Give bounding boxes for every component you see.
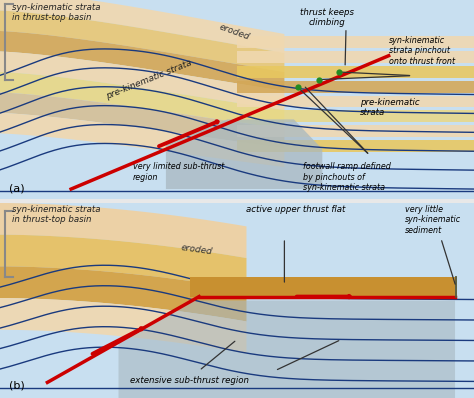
Polygon shape	[190, 277, 455, 297]
Polygon shape	[0, 0, 284, 53]
Polygon shape	[0, 235, 246, 290]
Polygon shape	[237, 66, 474, 78]
Polygon shape	[0, 72, 284, 129]
Text: eroded: eroded	[180, 243, 213, 256]
Polygon shape	[0, 10, 284, 72]
Polygon shape	[0, 298, 246, 353]
Text: very little
syn-kinematic
sediment: very little syn-kinematic sediment	[405, 205, 461, 235]
Text: eroded: eroded	[218, 22, 251, 41]
Polygon shape	[237, 80, 474, 93]
Polygon shape	[0, 51, 284, 110]
Polygon shape	[237, 110, 474, 123]
Polygon shape	[237, 96, 474, 107]
Polygon shape	[0, 92, 284, 148]
Polygon shape	[237, 125, 474, 137]
Polygon shape	[0, 203, 474, 398]
Text: syn-kinematic strata
in thrust-top basin: syn-kinematic strata in thrust-top basin	[12, 205, 100, 224]
Polygon shape	[237, 51, 474, 62]
Text: (b): (b)	[9, 380, 24, 390]
Polygon shape	[166, 119, 322, 189]
Text: (a): (a)	[9, 183, 24, 193]
Polygon shape	[0, 203, 246, 258]
Text: footwall ramp defined
by pinchouts of
syn-kinematic strata: footwall ramp defined by pinchouts of sy…	[303, 162, 391, 192]
Polygon shape	[0, 113, 284, 167]
Polygon shape	[0, 0, 474, 199]
Text: extensive sub-thrust region: extensive sub-thrust region	[130, 376, 249, 384]
Text: thrust keeps
climbing: thrust keeps climbing	[300, 8, 354, 27]
Text: pre-kinematic strata: pre-kinematic strata	[104, 58, 193, 101]
Polygon shape	[237, 36, 474, 48]
Text: active upper thrust flat: active upper thrust flat	[246, 205, 346, 214]
Polygon shape	[118, 300, 455, 398]
Polygon shape	[237, 140, 474, 152]
Text: syn-kinematic strata
in thrust-top basin: syn-kinematic strata in thrust-top basin	[12, 3, 100, 22]
Text: very limited sub-thrust
region: very limited sub-thrust region	[133, 162, 224, 181]
Text: pre-kinematic
strata: pre-kinematic strata	[360, 98, 420, 117]
Polygon shape	[0, 31, 284, 91]
Text: syn-kinematic
strata pinchout
onto thrust front: syn-kinematic strata pinchout onto thrus…	[389, 36, 455, 66]
Polygon shape	[0, 266, 246, 322]
